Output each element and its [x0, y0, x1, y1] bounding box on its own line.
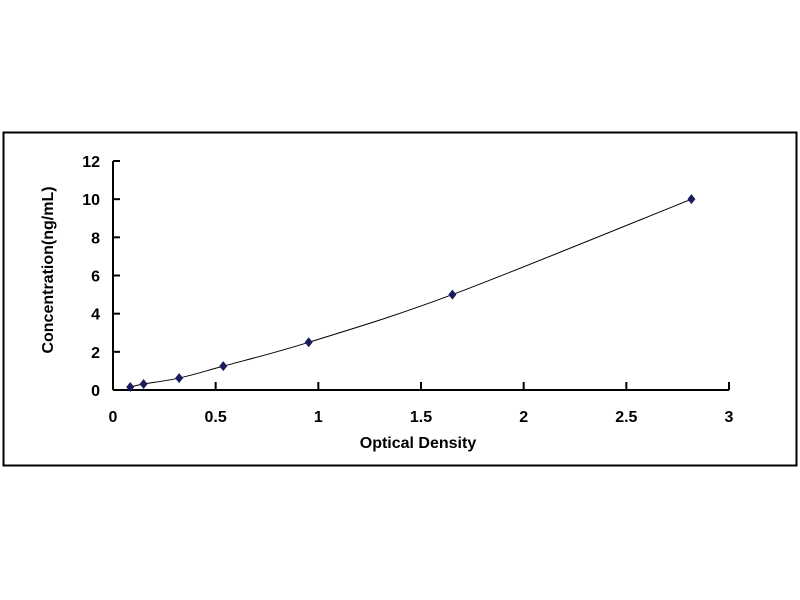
y-tick-label: 4 [91, 307, 100, 324]
y-axis-label: Concentration(ng/mL) [40, 186, 57, 353]
x-tick-label: 2.5 [615, 409, 637, 426]
data-point [175, 373, 184, 384]
fitted-curve [130, 198, 692, 388]
y-tick-label: 8 [91, 230, 100, 247]
x-tick-label: 3 [725, 409, 734, 426]
chart-frame [2, 131, 798, 467]
x-tick-label: 0 [109, 409, 118, 426]
x-tick-label: 0.5 [205, 409, 227, 426]
data-point [687, 194, 696, 205]
y-tick-label: 2 [91, 345, 100, 362]
x-tick-label: 1.5 [410, 409, 432, 426]
y-tick-label: 0 [91, 383, 100, 400]
x-axis-label: Optical Density [360, 435, 477, 452]
x-tick-label: 1 [314, 409, 323, 426]
data-point [219, 361, 228, 372]
data-point [126, 382, 135, 393]
y-tick-label: 6 [91, 269, 100, 286]
data-point [448, 289, 457, 300]
y-tick-label: 12 [82, 154, 100, 171]
y-tick-label: 10 [82, 192, 100, 209]
data-point [304, 337, 313, 348]
data-point [139, 379, 148, 390]
x-tick-label: 2 [519, 409, 528, 426]
